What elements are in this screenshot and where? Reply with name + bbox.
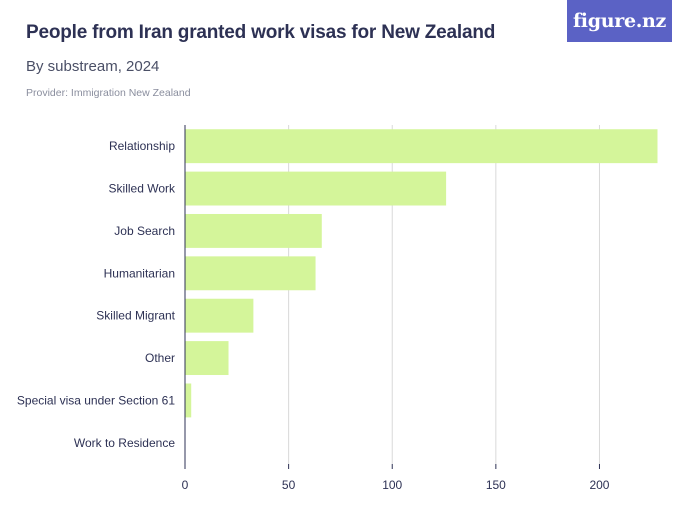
bar-special-visa-under-section-61 xyxy=(185,383,192,418)
chart-title: People from Iran granted work visas for … xyxy=(26,22,496,43)
bar-humanitarian xyxy=(185,256,316,291)
category-label: Humanitarian xyxy=(104,266,175,280)
x-tick-label: 0 xyxy=(182,478,189,492)
category-label: Other xyxy=(145,351,175,365)
category-label: Relationship xyxy=(109,139,175,153)
category-label: Job Search xyxy=(114,224,175,238)
category-label: Skilled Work xyxy=(109,182,176,196)
bar-skilled-migrant xyxy=(185,298,254,333)
figure-nz-logo[interactable]: figure.nz xyxy=(567,0,672,42)
category-label: Special visa under Section 61 xyxy=(17,393,175,407)
bar-skilled-work xyxy=(185,171,447,206)
chart-subtitle: By substream, 2024 xyxy=(26,58,160,75)
x-tick-label: 100 xyxy=(382,478,402,492)
category-label: Work to Residence xyxy=(74,436,175,450)
bar-relationship xyxy=(185,129,658,164)
provider-note: Provider: Immigration New Zealand xyxy=(26,87,191,99)
x-tick-label: 50 xyxy=(282,478,296,492)
bar-job-search xyxy=(185,213,322,248)
x-tick-label: 200 xyxy=(589,478,609,492)
category-label: Skilled Migrant xyxy=(96,309,175,323)
x-tick-label: 150 xyxy=(486,478,506,492)
bar-other xyxy=(185,341,229,376)
